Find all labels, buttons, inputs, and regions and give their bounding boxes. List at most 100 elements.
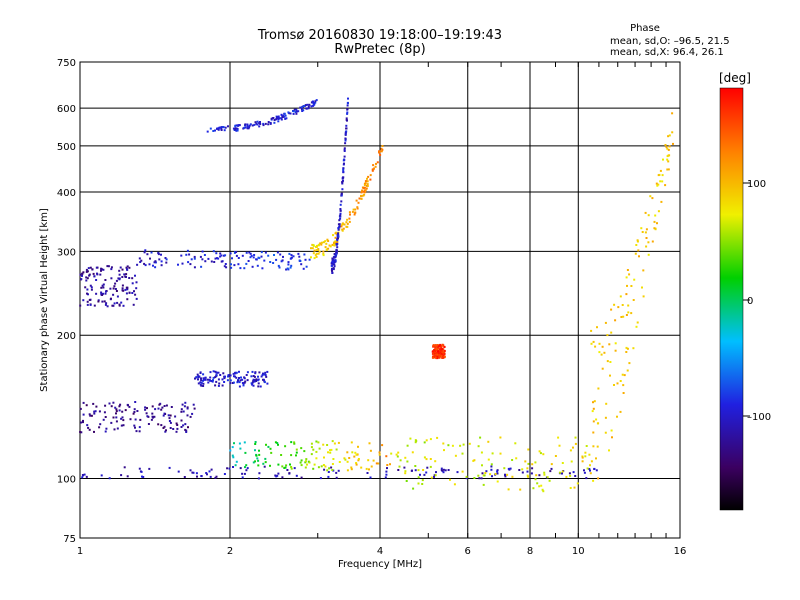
- data-point: [527, 475, 529, 478]
- data-point: [263, 259, 266, 262]
- data-point: [341, 188, 344, 191]
- data-point: [122, 424, 125, 427]
- data-point: [163, 425, 166, 428]
- data-point: [613, 303, 616, 306]
- data-point: [447, 469, 450, 471]
- data-point: [331, 269, 333, 272]
- data-point: [241, 378, 244, 381]
- data-point: [329, 451, 332, 454]
- data-point: [507, 488, 510, 491]
- data-point: [632, 347, 635, 350]
- data-point: [456, 471, 459, 474]
- data-point: [328, 467, 331, 470]
- data-point: [232, 466, 234, 468]
- data-point: [331, 440, 334, 443]
- data-point: [191, 412, 194, 415]
- data-point: [193, 255, 196, 258]
- data-point: [371, 168, 374, 171]
- data-point: [435, 348, 438, 351]
- data-point: [105, 290, 107, 293]
- data-point: [288, 472, 291, 475]
- data-point: [395, 453, 398, 456]
- data-point: [245, 374, 248, 376]
- data-point: [459, 444, 462, 447]
- data-point: [250, 382, 253, 385]
- data-point: [290, 441, 293, 444]
- data-point: [660, 200, 663, 203]
- data-point: [335, 248, 338, 251]
- data-point: [280, 118, 283, 121]
- data-point: [193, 257, 196, 260]
- data-point: [340, 193, 343, 196]
- data-point: [237, 257, 240, 259]
- y-tick-label: 600: [57, 104, 76, 115]
- data-point: [558, 444, 561, 447]
- data-point: [95, 279, 98, 281]
- data-point: [217, 257, 220, 260]
- data-point: [541, 488, 544, 491]
- data-point: [616, 415, 618, 418]
- data-point: [325, 249, 328, 252]
- data-point: [477, 445, 480, 448]
- data-point: [277, 264, 280, 267]
- data-point: [252, 375, 255, 377]
- data-point: [315, 252, 318, 255]
- data-point: [604, 321, 607, 324]
- data-point: [434, 460, 437, 463]
- data-point: [125, 286, 128, 289]
- data-point: [311, 100, 314, 103]
- data-point: [337, 227, 340, 230]
- data-point: [358, 197, 361, 200]
- data-point: [589, 472, 592, 475]
- data-point: [110, 266, 113, 269]
- data-point: [244, 126, 247, 129]
- data-point: [100, 474, 103, 477]
- data-point: [210, 260, 213, 263]
- data-point: [283, 467, 286, 469]
- data-point: [625, 293, 628, 296]
- data-point: [85, 279, 88, 282]
- data-point: [275, 258, 278, 261]
- data-point: [527, 448, 530, 451]
- data-point: [180, 426, 183, 428]
- data-point: [135, 297, 138, 300]
- data-point: [399, 459, 402, 462]
- data-point: [308, 461, 311, 464]
- data-point: [261, 374, 264, 377]
- data-point: [212, 370, 215, 373]
- data-point: [104, 292, 107, 295]
- data-point: [193, 407, 196, 410]
- data-point: [293, 442, 296, 445]
- data-point: [640, 227, 643, 230]
- data-point: [176, 427, 179, 430]
- data-point: [308, 258, 311, 261]
- data-point: [221, 378, 224, 381]
- data-point: [345, 124, 348, 127]
- data-point: [126, 265, 129, 268]
- data-point: [627, 311, 630, 314]
- data-point: [583, 471, 586, 474]
- y-tick-label: 200: [57, 331, 76, 342]
- data-point: [628, 362, 631, 365]
- data-point: [303, 253, 306, 256]
- data-point: [118, 269, 121, 272]
- data-point: [251, 124, 254, 127]
- data-point: [119, 266, 122, 269]
- data-point: [125, 266, 128, 269]
- data-point: [315, 450, 318, 453]
- data-point: [144, 406, 147, 409]
- data-point: [276, 251, 279, 254]
- data-point: [386, 467, 388, 470]
- data-point: [88, 274, 91, 277]
- data-point: [313, 257, 316, 260]
- data-point: [641, 286, 643, 289]
- data-point: [381, 148, 384, 151]
- data-point: [235, 371, 238, 374]
- data-point: [209, 127, 212, 130]
- data-point: [630, 312, 633, 315]
- data-point: [661, 180, 664, 183]
- data-point: [86, 277, 89, 280]
- data-point: [494, 473, 497, 475]
- data-point: [310, 247, 312, 250]
- data-point: [647, 241, 650, 244]
